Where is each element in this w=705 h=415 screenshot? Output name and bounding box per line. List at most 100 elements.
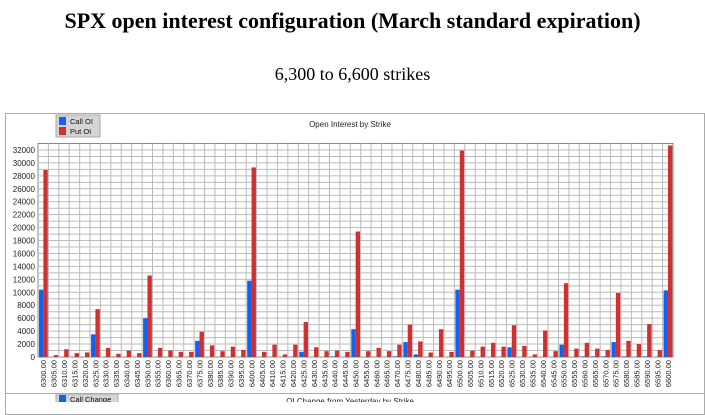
bar-put-oi xyxy=(459,150,465,357)
bar-put-oi xyxy=(428,352,433,357)
x-tick-label: 6405.00 xyxy=(258,360,267,387)
bar-put-oi xyxy=(532,354,538,357)
x-tick-label: 6485.00 xyxy=(424,360,433,387)
x-tick-label: 6435.00 xyxy=(320,360,329,387)
x-tick-label: 6415.00 xyxy=(279,360,288,387)
bar-put-oi xyxy=(657,349,662,357)
bar-put-oi xyxy=(490,342,496,357)
bar-put-oi xyxy=(241,349,246,357)
bar-call-oi xyxy=(392,356,398,357)
bar-put-oi xyxy=(584,342,590,357)
x-tick-label: 6395.00 xyxy=(237,360,246,387)
x-tick-label: 6570.00 xyxy=(601,360,610,387)
x-tick-label: 6440.00 xyxy=(331,360,340,387)
bar-put-oi xyxy=(272,344,277,357)
bar-call-oi xyxy=(642,356,648,357)
y-tick-label: 8000 xyxy=(17,301,35,310)
x-tick-label: 6550.00 xyxy=(560,360,569,387)
bar-put-oi xyxy=(251,167,256,357)
bar-call-oi xyxy=(91,334,96,357)
x-tick-label: 6465.00 xyxy=(383,360,392,387)
bar-call-oi xyxy=(580,356,585,357)
x-tick-label: 6335.00 xyxy=(112,360,121,387)
bar-call-oi xyxy=(299,351,304,357)
bar-call-oi xyxy=(455,289,460,357)
bar-call-oi xyxy=(611,342,616,357)
legend-swatch xyxy=(59,395,66,402)
bar-put-oi xyxy=(64,349,69,357)
x-tick-label: 6310.00 xyxy=(60,360,69,387)
bar-put-oi xyxy=(53,355,59,357)
bar-put-oi xyxy=(85,352,90,357)
bar-put-oi xyxy=(220,351,225,357)
x-tick-label: 6510.00 xyxy=(476,360,485,387)
bar-put-oi xyxy=(501,346,506,357)
bar-call-oi xyxy=(621,356,627,357)
bar-put-oi xyxy=(386,351,392,357)
bar-put-oi xyxy=(126,350,132,357)
y-tick-label: 24000 xyxy=(13,198,36,207)
bar-put-oi xyxy=(511,325,517,357)
x-tick-label: 6460.00 xyxy=(372,360,381,387)
x-tick-label: 6480.00 xyxy=(414,360,423,387)
x-tick-label: 6340.00 xyxy=(122,360,131,387)
x-tick-label: 6325.00 xyxy=(91,360,100,387)
x-tick-label: 6300.00 xyxy=(39,360,48,387)
legend-swatch xyxy=(59,127,66,135)
x-tick-label: 6535.00 xyxy=(528,360,537,387)
bar-put-oi xyxy=(397,344,402,357)
bar-call-oi xyxy=(663,290,668,357)
x-tick-label: 6595.00 xyxy=(653,360,662,387)
x-tick-label: 6410.00 xyxy=(268,360,277,387)
x-tick-label: 6490.00 xyxy=(435,360,444,387)
bar-put-oi xyxy=(157,347,163,357)
chart-title: Open Interest by Strike xyxy=(309,120,391,129)
bar-put-oi xyxy=(636,344,642,357)
x-tick-label: 6445.00 xyxy=(341,360,350,387)
bar-call-oi xyxy=(39,289,44,357)
bar-put-oi xyxy=(574,348,579,357)
bar-call-oi xyxy=(403,342,408,357)
bar-put-oi xyxy=(293,344,298,357)
bar-put-oi xyxy=(595,348,600,357)
x-tick-label: 6585.00 xyxy=(633,360,642,387)
x-tick-label: 6375.00 xyxy=(195,360,204,387)
bar-put-oi xyxy=(376,347,381,357)
x-tick-label: 6390.00 xyxy=(227,360,236,387)
y-tick-label: 2000 xyxy=(17,340,35,349)
bar-put-oi xyxy=(147,275,152,357)
x-tick-label: 6580.00 xyxy=(622,360,631,387)
x-tick-label: 6420.00 xyxy=(289,360,298,387)
x-tick-label: 6590.00 xyxy=(643,360,652,387)
x-tick-label: 6320.00 xyxy=(81,360,90,387)
x-tick-label: 6370.00 xyxy=(185,360,194,387)
bar-put-oi xyxy=(137,353,142,357)
bar-put-oi xyxy=(563,283,569,357)
legend-label: Put OI xyxy=(70,127,91,136)
bar-put-oi xyxy=(615,292,621,357)
y-tick-label: 26000 xyxy=(13,185,36,194)
x-tick-label: 6520.00 xyxy=(497,360,506,387)
bar-call-oi xyxy=(143,318,148,357)
y-tick-label: 4000 xyxy=(17,327,35,336)
y-tick-label: 30000 xyxy=(13,159,36,168)
bar-put-oi xyxy=(449,351,454,357)
bar-put-oi xyxy=(74,353,79,357)
x-tick-label: 6565.00 xyxy=(591,360,600,387)
x-tick-label: 6365.00 xyxy=(175,360,184,387)
page-subtitle: 6,300 to 6,600 strikes xyxy=(274,64,431,84)
x-tick-label: 6450.00 xyxy=(352,360,361,387)
y-tick-label: 28000 xyxy=(13,172,36,181)
bar-put-oi xyxy=(178,351,184,357)
bar-put-oi xyxy=(303,322,308,357)
bar-call-oi xyxy=(507,347,512,357)
bar-put-oi xyxy=(282,354,288,357)
x-tick-label: 6475.00 xyxy=(404,360,413,387)
bar-put-oi xyxy=(314,347,319,357)
x-tick-label: 6400.00 xyxy=(247,360,256,387)
bar-put-oi xyxy=(43,170,48,357)
bar-put-oi xyxy=(647,324,652,357)
y-tick-label: 18000 xyxy=(13,237,36,246)
bar-put-oi xyxy=(189,351,194,357)
legend-label: Call OI xyxy=(70,117,93,126)
